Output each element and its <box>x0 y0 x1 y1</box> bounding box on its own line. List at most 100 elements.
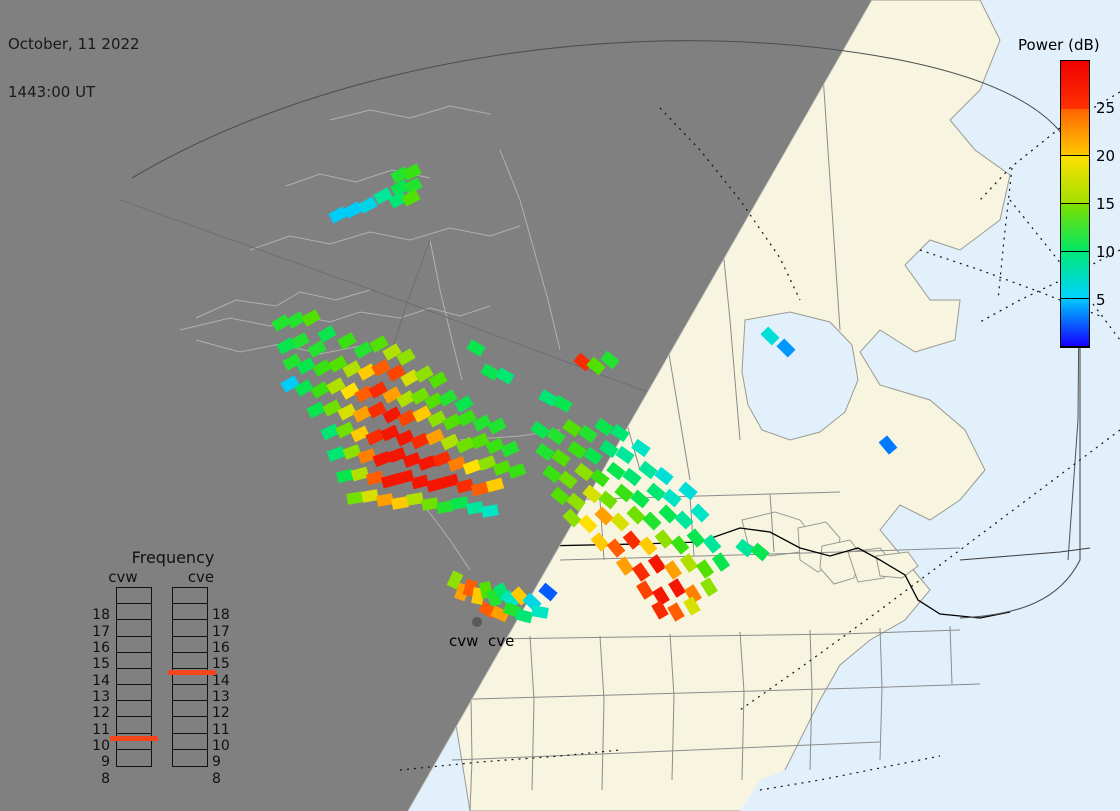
backscatter-cell[interactable] <box>477 455 497 471</box>
backscatter-cell[interactable] <box>578 514 598 534</box>
backscatter-cell[interactable] <box>538 582 558 602</box>
backscatter-cells[interactable] <box>271 163 898 624</box>
backscatter-cell[interactable] <box>428 371 448 389</box>
backscatter-cell[interactable] <box>610 423 630 443</box>
backscatter-cell[interactable] <box>421 497 439 511</box>
backscatter-cell[interactable] <box>410 432 430 450</box>
backscatter-cell[interactable] <box>658 504 678 524</box>
backscatter-cell[interactable] <box>594 506 614 526</box>
backscatter-cell[interactable] <box>462 459 482 475</box>
backscatter-cell[interactable] <box>294 379 314 397</box>
backscatter-cell[interactable] <box>480 363 500 381</box>
backscatter-cell[interactable] <box>487 417 507 435</box>
backscatter-cell[interactable] <box>427 410 447 428</box>
backscatter-cell[interactable] <box>342 360 362 378</box>
backscatter-cell[interactable] <box>371 359 391 377</box>
backscatter-cell[interactable] <box>485 437 505 455</box>
backscatter-cell[interactable] <box>670 535 690 555</box>
backscatter-cell[interactable] <box>403 177 423 195</box>
backscatter-cell[interactable] <box>390 179 410 197</box>
backscatter-cell[interactable] <box>654 529 674 549</box>
backscatter-cell[interactable] <box>367 401 387 419</box>
backscatter-cell[interactable] <box>320 423 340 441</box>
backscatter-cell[interactable] <box>776 338 796 358</box>
backscatter-cell[interactable] <box>376 493 394 507</box>
backscatter-cell[interactable] <box>466 501 484 515</box>
backscatter-cell[interactable] <box>368 381 388 399</box>
backscatter-cell[interactable] <box>654 466 674 486</box>
backscatter-cell[interactable] <box>500 440 520 458</box>
backscatter-cell[interactable] <box>631 562 651 582</box>
frequency-column-cve[interactable]: cve 18 17 16 15 14 13 12 11 10 9 8 <box>166 568 236 787</box>
backscatter-cell[interactable] <box>388 191 408 209</box>
backscatter-cell[interactable] <box>365 428 385 446</box>
backscatter-cell[interactable] <box>878 435 898 455</box>
backscatter-cell[interactable] <box>391 496 409 510</box>
backscatter-cell[interactable] <box>562 508 582 528</box>
backscatter-cell[interactable] <box>417 455 437 471</box>
backscatter-cell[interactable] <box>679 553 699 573</box>
backscatter-cell[interactable] <box>492 460 512 476</box>
backscatter-cell[interactable] <box>410 387 430 405</box>
backscatter-cell[interactable] <box>412 405 432 423</box>
backscatter-cell[interactable] <box>290 332 310 350</box>
backscatter-cell[interactable] <box>750 542 770 562</box>
backscatter-cell[interactable] <box>683 596 701 616</box>
backscatter-cell[interactable] <box>711 552 731 572</box>
backscatter-cell[interactable] <box>599 439 619 459</box>
backscatter-cell[interactable] <box>652 586 670 606</box>
backscatter-cell[interactable] <box>690 503 710 523</box>
backscatter-cell[interactable] <box>310 381 330 399</box>
backscatter-cell[interactable] <box>436 500 454 514</box>
backscatter-cell[interactable] <box>546 426 566 446</box>
backscatter-cell[interactable] <box>380 473 400 489</box>
backscatter-cell[interactable] <box>610 512 630 532</box>
backscatter-cell[interactable] <box>700 577 718 597</box>
backscatter-cell[interactable] <box>396 348 416 366</box>
backscatter-cell[interactable] <box>614 483 634 503</box>
power-colorbar-gradient[interactable] <box>1060 60 1090 348</box>
backscatter-cell[interactable] <box>372 451 392 467</box>
backscatter-cell[interactable] <box>282 353 302 371</box>
backscatter-cell[interactable] <box>343 201 363 219</box>
backscatter-cell[interactable] <box>598 490 618 510</box>
backscatter-cell[interactable] <box>695 559 715 579</box>
backscatter-cell[interactable] <box>352 405 372 423</box>
backscatter-cell[interactable] <box>402 163 422 181</box>
backscatter-cell[interactable] <box>296 357 316 375</box>
backscatter-cell[interactable] <box>397 409 417 427</box>
backscatter-cell[interactable] <box>684 584 702 604</box>
backscatter-cell[interactable] <box>410 474 430 490</box>
backscatter-cell[interactable] <box>301 309 321 327</box>
backscatter-cell[interactable] <box>446 570 464 590</box>
backscatter-cell[interactable] <box>622 530 642 550</box>
backscatter-cell[interactable] <box>630 489 650 509</box>
backscatter-cell[interactable] <box>350 425 370 443</box>
backscatter-cell[interactable] <box>530 420 550 440</box>
backscatter-cell[interactable] <box>663 560 683 580</box>
backscatter-cell[interactable] <box>312 359 332 377</box>
backscatter-cell[interactable] <box>386 364 406 382</box>
backscatter-cell[interactable] <box>514 608 534 624</box>
backscatter-cell[interactable] <box>582 484 602 504</box>
backscatter-cell[interactable] <box>636 580 654 600</box>
backscatter-cell[interactable] <box>674 510 694 530</box>
backscatter-cell[interactable] <box>280 375 300 393</box>
backscatter-cell[interactable] <box>702 534 722 554</box>
backscatter-cell[interactable] <box>470 481 490 497</box>
backscatter-cell[interactable] <box>396 390 416 408</box>
backscatter-cell[interactable] <box>631 438 651 458</box>
backscatter-cell[interactable] <box>276 337 296 355</box>
backscatter-cell[interactable] <box>451 496 469 510</box>
backscatter-cell[interactable] <box>678 481 698 501</box>
backscatter-cell[interactable] <box>335 468 355 484</box>
backscatter-cell[interactable] <box>424 392 444 410</box>
backscatter-cell[interactable] <box>626 505 646 525</box>
backscatter-cell[interactable] <box>358 196 378 214</box>
backscatter-cell[interactable] <box>382 343 402 361</box>
backscatter-cell[interactable] <box>425 428 445 446</box>
backscatter-cell[interactable] <box>667 602 685 622</box>
backscatter-cell[interactable] <box>551 448 571 468</box>
backscatter-cell[interactable] <box>566 492 586 512</box>
